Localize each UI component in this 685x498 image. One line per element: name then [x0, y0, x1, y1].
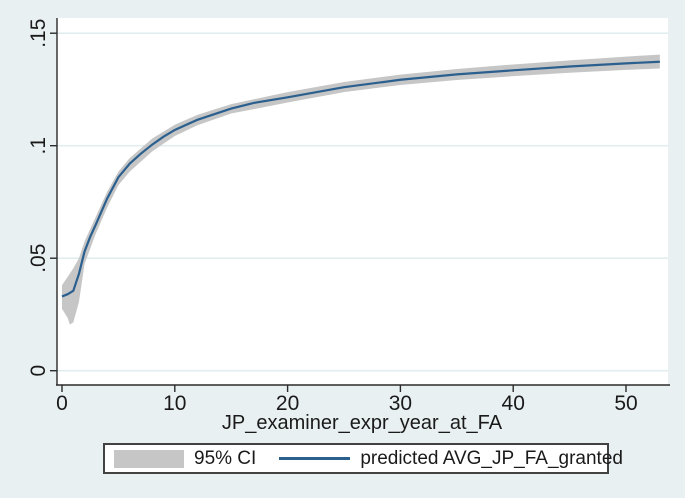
- plot-area: [57, 18, 668, 385]
- y-tick-label: .05: [27, 244, 50, 273]
- y-tick-label: .15: [27, 19, 50, 48]
- tick-marks: [50, 32, 627, 392]
- axes: [56, 18, 670, 386]
- x-axis-title: JP_examiner_expr_year_at_FA: [222, 412, 503, 434]
- x-tick-label: 50: [614, 392, 637, 415]
- x-tick-labels: 0 10 20 30 40 50: [56, 392, 638, 415]
- ci-legend-label: 95% CI: [194, 447, 257, 469]
- x-tick-label: 0: [56, 392, 68, 415]
- prediction-line: [61, 60, 660, 298]
- legend: 95% CI predicted AVG_JP_FA_granted: [103, 443, 623, 474]
- y-tick-label: 0: [27, 365, 50, 377]
- x-tick-label: 40: [502, 392, 525, 415]
- ci-band-swatch: [114, 449, 184, 468]
- x-tick-label: 20: [276, 392, 299, 415]
- x-tick-label: 30: [389, 392, 412, 415]
- y-tick-labels: 0 .05 .1 .15: [27, 19, 50, 377]
- prediction-legend-label: predicted AVG_JP_FA_granted: [360, 447, 623, 469]
- x-tick-label: 10: [163, 392, 186, 415]
- prediction-line-swatch: [279, 457, 351, 460]
- y-tick-label: .1: [27, 137, 50, 155]
